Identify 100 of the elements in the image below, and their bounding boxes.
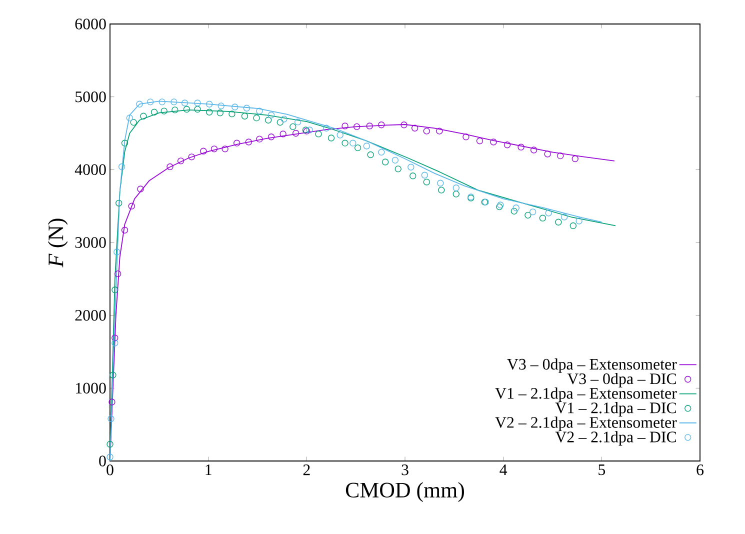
point <box>315 130 322 138</box>
y-axis-title: F (N) <box>48 218 68 268</box>
point <box>181 100 188 106</box>
point <box>504 142 511 148</box>
point <box>354 144 362 152</box>
point <box>378 122 385 128</box>
x-tick-label: 4 <box>500 464 508 476</box>
point <box>241 112 248 120</box>
point <box>280 130 286 138</box>
point <box>572 155 578 162</box>
point <box>106 440 114 448</box>
point <box>544 150 551 158</box>
point <box>392 156 399 164</box>
point <box>206 108 213 116</box>
point <box>108 398 116 406</box>
point <box>438 186 445 194</box>
point <box>112 334 118 342</box>
point <box>268 112 275 118</box>
point <box>234 140 240 146</box>
y-tick-label: 4000 <box>74 164 106 176</box>
point <box>232 104 238 110</box>
x-tick-label: 0 <box>106 464 114 476</box>
point <box>524 212 532 219</box>
point <box>555 218 562 226</box>
point <box>166 163 174 170</box>
point <box>276 118 284 126</box>
point <box>576 218 582 224</box>
point <box>400 122 408 128</box>
point <box>290 123 296 130</box>
point <box>137 186 144 192</box>
point <box>210 146 218 152</box>
point <box>292 130 300 137</box>
point <box>512 204 520 212</box>
point <box>256 108 263 114</box>
point <box>367 151 374 158</box>
x-tick-label: 3 <box>402 464 408 476</box>
point <box>106 454 114 460</box>
point <box>264 116 272 124</box>
point <box>160 108 168 114</box>
point <box>268 134 275 140</box>
point <box>243 104 250 112</box>
point <box>342 122 348 130</box>
point <box>130 118 137 126</box>
point <box>206 100 213 108</box>
legend-label: V3 – 0dpa – DIC <box>567 372 676 388</box>
point <box>545 210 552 216</box>
point <box>530 146 538 154</box>
point <box>177 158 184 164</box>
y-tick-label: 0 <box>99 456 106 466</box>
point <box>560 214 568 220</box>
point <box>170 98 178 106</box>
point <box>366 122 373 130</box>
point <box>150 108 158 116</box>
legend-label: V3 – 0dpa – Extensometer <box>507 358 677 373</box>
point <box>128 202 135 210</box>
point <box>118 163 126 170</box>
point <box>146 98 154 106</box>
point <box>328 134 335 142</box>
point <box>323 124 330 132</box>
x-tick-label: 2 <box>303 464 310 476</box>
point <box>256 136 263 142</box>
point <box>557 152 564 160</box>
point <box>183 106 190 113</box>
point <box>539 214 546 222</box>
point <box>136 100 143 108</box>
point <box>363 142 370 150</box>
point <box>108 415 114 422</box>
point <box>510 208 518 215</box>
legend-label: V2 – 2.1dpa – DIC <box>555 431 676 446</box>
legend-label: V2 – 2.1dpa – Extensometer <box>495 416 677 432</box>
point <box>382 158 389 166</box>
point <box>518 144 524 150</box>
point <box>121 226 128 234</box>
point <box>121 140 128 146</box>
point <box>172 106 178 114</box>
point <box>462 134 470 140</box>
x-tick-label: 1 <box>206 464 212 476</box>
y-tick-label: 1000 <box>76 382 106 394</box>
y-tick-label: 5000 <box>76 91 106 102</box>
point <box>410 172 416 180</box>
point <box>114 270 122 278</box>
point <box>452 184 460 192</box>
point <box>570 222 576 230</box>
point <box>110 372 116 378</box>
point <box>116 200 122 207</box>
point <box>112 340 118 346</box>
y-tick-label: 3000 <box>75 237 106 248</box>
point <box>490 138 497 146</box>
point <box>114 248 120 256</box>
point <box>437 180 444 186</box>
x-tick-label: 6 <box>696 464 704 476</box>
point <box>476 138 484 144</box>
point <box>126 114 134 122</box>
point <box>222 146 228 152</box>
point <box>452 190 460 198</box>
point <box>378 148 385 156</box>
point <box>294 118 302 126</box>
point <box>350 140 356 146</box>
y-tick-label: 6000 <box>75 18 106 30</box>
point <box>423 178 430 186</box>
